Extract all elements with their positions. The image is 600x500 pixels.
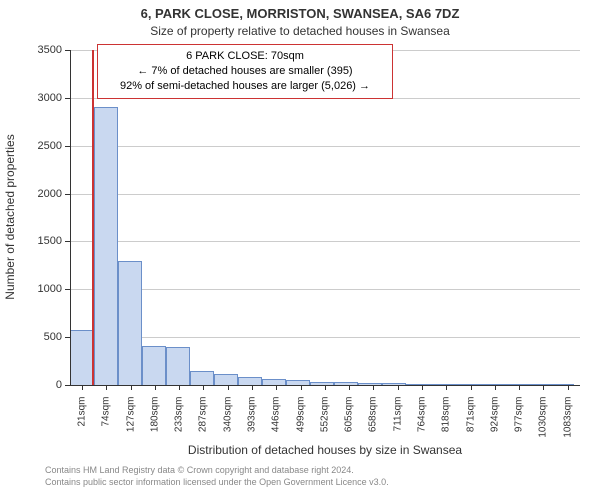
histogram-bar <box>190 371 214 385</box>
title-main: 6, PARK CLOSE, MORRISTON, SWANSEA, SA6 7… <box>0 6 600 21</box>
histogram-bar <box>166 347 190 385</box>
ytick-label: 3000 <box>22 92 62 104</box>
grid-line <box>70 241 580 242</box>
ytick-label: 500 <box>22 331 62 343</box>
histogram-bar <box>238 377 262 385</box>
credits-line2: Contains public sector information licen… <box>45 477 389 489</box>
annotation-line2: ← 7% of detached houses are smaller (395… <box>106 64 384 79</box>
ytick-label: 2500 <box>22 140 62 152</box>
marker-line <box>92 50 94 385</box>
ytick-label: 2000 <box>22 188 62 200</box>
credits-line1: Contains HM Land Registry data © Crown c… <box>45 465 389 477</box>
ytick-label: 3500 <box>22 44 62 56</box>
x-axis-label: Distribution of detached houses by size … <box>70 443 580 457</box>
grid-line <box>70 337 580 338</box>
histogram-bar <box>94 107 118 385</box>
ytick-label: 1500 <box>22 235 62 247</box>
x-axis <box>70 385 580 386</box>
y-axis <box>70 50 71 385</box>
chart-container: 6, PARK CLOSE, MORRISTON, SWANSEA, SA6 7… <box>0 0 600 500</box>
y-axis-label: Number of detached properties <box>3 67 17 367</box>
credits: Contains HM Land Registry data © Crown c… <box>45 465 389 488</box>
histogram-bar <box>214 374 238 385</box>
plot-area: 050010001500200025003000350021sqm74sqm12… <box>70 50 580 385</box>
histogram-bar <box>70 330 94 385</box>
annotation-line1: 6 PARK CLOSE: 70sqm <box>106 49 384 64</box>
grid-line <box>70 194 580 195</box>
annotation-box: 6 PARK CLOSE: 70sqm ← 7% of detached hou… <box>97 44 393 99</box>
histogram-bar <box>142 346 166 385</box>
title-sub: Size of property relative to detached ho… <box>0 24 600 38</box>
ytick-label: 1000 <box>22 283 62 295</box>
grid-line <box>70 289 580 290</box>
ytick-label: 0 <box>22 379 62 391</box>
annotation-line3: 92% of semi-detached houses are larger (… <box>106 79 384 94</box>
histogram-bar <box>118 261 142 385</box>
grid-line <box>70 146 580 147</box>
